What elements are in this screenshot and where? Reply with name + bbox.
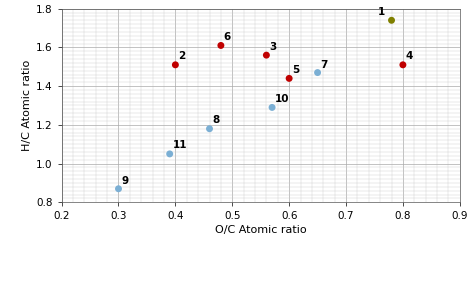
Text: 7: 7 — [320, 60, 328, 70]
Point — [314, 70, 321, 75]
Point — [399, 62, 407, 67]
Text: 10: 10 — [275, 94, 290, 104]
Point — [268, 105, 276, 110]
Text: 11: 11 — [173, 140, 187, 150]
Text: 9: 9 — [121, 176, 128, 186]
Point — [115, 186, 122, 191]
Point — [388, 18, 395, 23]
Point — [263, 53, 270, 58]
Y-axis label: H/C Atomic ratio: H/C Atomic ratio — [22, 60, 32, 151]
Text: 3: 3 — [269, 42, 276, 52]
Legend: Raw metarial, Bio-oil, Solid residue: Raw metarial, Bio-oil, Solid residue — [123, 287, 398, 289]
Text: 6: 6 — [224, 32, 231, 42]
Text: 8: 8 — [212, 115, 219, 125]
Text: 5: 5 — [292, 65, 299, 75]
Point — [172, 62, 179, 67]
Text: 4: 4 — [406, 51, 413, 61]
Point — [166, 151, 173, 156]
Point — [217, 43, 225, 48]
X-axis label: O/C Atomic ratio: O/C Atomic ratio — [215, 225, 307, 236]
Point — [285, 76, 293, 81]
Point — [206, 126, 213, 131]
Text: 1: 1 — [377, 7, 385, 17]
Text: 2: 2 — [178, 51, 185, 61]
